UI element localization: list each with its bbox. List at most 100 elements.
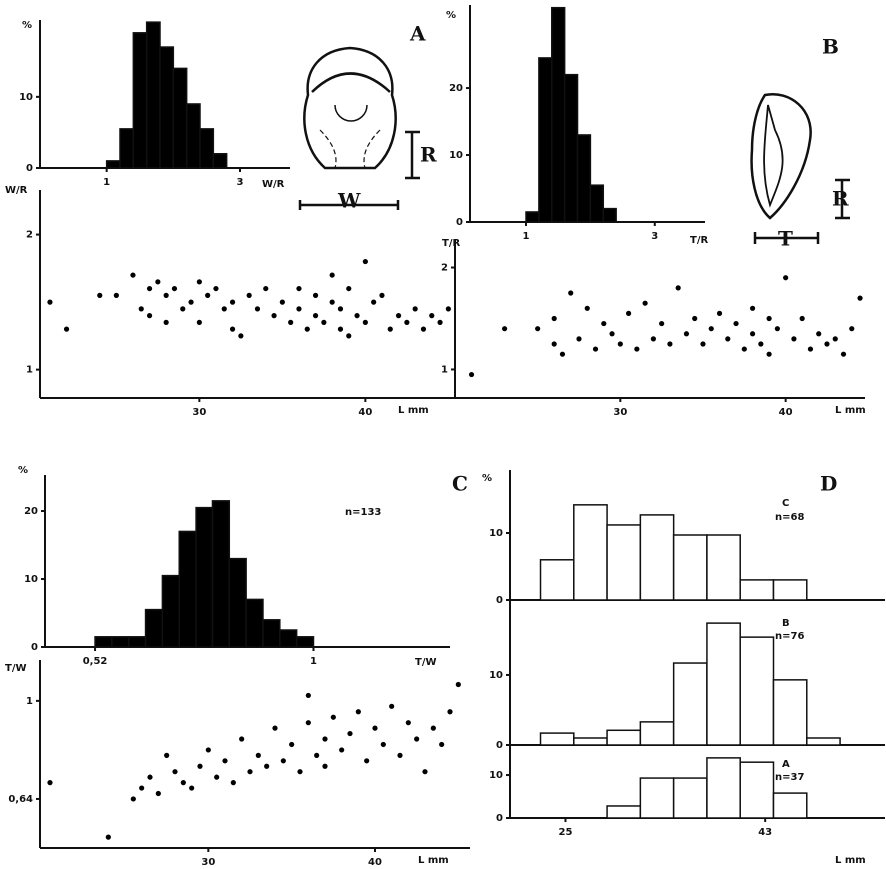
point bbox=[468, 371, 475, 378]
bar bbox=[539, 559, 575, 601]
point bbox=[163, 292, 169, 298]
bar bbox=[212, 153, 228, 169]
bar bbox=[127, 636, 147, 648]
point bbox=[389, 703, 395, 709]
annotation: C bbox=[782, 498, 789, 509]
y-tick-label: 0 bbox=[496, 595, 503, 606]
y-label: % bbox=[22, 20, 32, 31]
annotation: n=133 bbox=[345, 507, 381, 518]
point bbox=[171, 285, 178, 292]
y-tick-label: 0 bbox=[496, 813, 503, 824]
y-tick-label: 2 bbox=[26, 230, 33, 241]
shell-diagram bbox=[750, 92, 850, 244]
x-tick-label: 30 bbox=[192, 407, 206, 418]
point bbox=[296, 306, 302, 312]
point bbox=[255, 752, 261, 758]
bar bbox=[105, 160, 121, 169]
point bbox=[139, 785, 145, 791]
point bbox=[675, 285, 681, 291]
bar bbox=[111, 636, 130, 648]
bar bbox=[539, 732, 575, 746]
bar bbox=[602, 207, 617, 223]
bar bbox=[178, 530, 197, 648]
y-tick-label: 10 bbox=[489, 528, 503, 539]
bar bbox=[159, 46, 175, 169]
x-label: L mm bbox=[835, 855, 866, 866]
point bbox=[322, 763, 328, 769]
point bbox=[205, 747, 211, 753]
bar bbox=[144, 608, 164, 648]
point bbox=[447, 709, 453, 715]
point bbox=[229, 299, 236, 305]
y-tick-label: 0 bbox=[456, 217, 463, 228]
bar bbox=[806, 737, 841, 746]
point bbox=[329, 299, 335, 305]
bar bbox=[279, 629, 298, 648]
point bbox=[716, 310, 723, 316]
point bbox=[297, 769, 303, 775]
bar bbox=[606, 524, 642, 601]
point bbox=[264, 763, 270, 769]
point bbox=[355, 709, 361, 715]
annotation: A bbox=[782, 759, 790, 770]
point bbox=[63, 326, 70, 332]
x-tick-label: 3 bbox=[237, 177, 244, 188]
bar bbox=[199, 128, 215, 169]
point bbox=[47, 780, 53, 786]
point bbox=[625, 310, 632, 316]
point bbox=[849, 326, 855, 332]
point bbox=[196, 279, 202, 285]
point bbox=[601, 320, 607, 327]
bar bbox=[525, 211, 540, 223]
bar bbox=[573, 737, 608, 746]
point bbox=[783, 275, 789, 281]
point bbox=[437, 319, 443, 325]
point bbox=[155, 790, 161, 797]
point bbox=[238, 333, 244, 339]
point bbox=[214, 774, 220, 780]
y-tick-label: 10 bbox=[449, 150, 463, 161]
point bbox=[229, 326, 236, 332]
point bbox=[445, 306, 451, 312]
point bbox=[791, 336, 797, 342]
bar bbox=[739, 636, 775, 746]
bar bbox=[538, 57, 553, 223]
point bbox=[347, 730, 353, 737]
point bbox=[725, 336, 731, 342]
x-tick-label: 40 bbox=[368, 857, 382, 868]
point bbox=[584, 305, 590, 311]
point bbox=[330, 714, 336, 720]
bar bbox=[639, 514, 675, 601]
point bbox=[634, 346, 640, 352]
point bbox=[430, 725, 436, 731]
point bbox=[130, 272, 136, 278]
point bbox=[429, 313, 435, 319]
x-tick-label: 3 bbox=[651, 231, 658, 242]
annotation: R bbox=[832, 187, 849, 211]
annotation: R bbox=[420, 143, 437, 167]
annotation: W bbox=[337, 189, 361, 213]
point bbox=[362, 319, 368, 325]
point bbox=[667, 341, 673, 347]
point bbox=[816, 331, 822, 337]
y-label: T/R bbox=[442, 238, 460, 249]
point bbox=[280, 758, 286, 764]
y-tick-label: 1 bbox=[26, 696, 33, 707]
point bbox=[659, 320, 665, 327]
point bbox=[824, 341, 830, 347]
y-label: % bbox=[446, 10, 456, 21]
annotation: n=68 bbox=[775, 512, 804, 523]
x-label: T/R bbox=[690, 235, 708, 246]
point bbox=[312, 292, 319, 298]
point bbox=[576, 336, 582, 342]
point bbox=[329, 272, 335, 278]
bar bbox=[119, 128, 135, 169]
point bbox=[246, 292, 252, 298]
point bbox=[439, 741, 445, 748]
point bbox=[395, 313, 402, 319]
point bbox=[774, 326, 780, 332]
bar bbox=[132, 32, 148, 169]
point bbox=[180, 306, 186, 312]
y-label: % bbox=[18, 465, 28, 476]
point bbox=[337, 326, 344, 332]
